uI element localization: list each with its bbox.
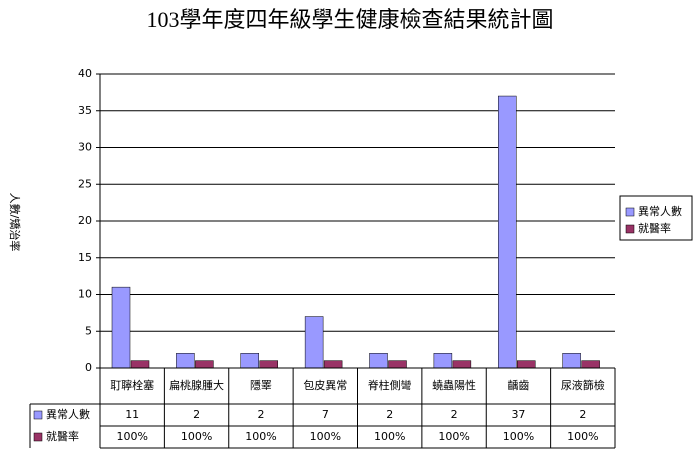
chart-title: 103學年度四年級學生健康檢查結果統計圖 bbox=[146, 7, 553, 32]
x-tick-label: 耵聹栓塞 bbox=[110, 378, 154, 392]
table-cell: 100% bbox=[181, 430, 212, 443]
table-cell: 100% bbox=[310, 430, 341, 443]
y-tick-label: 10 bbox=[78, 288, 92, 301]
bar bbox=[562, 353, 581, 369]
table-cell: 2 bbox=[451, 408, 458, 421]
legend-swatch bbox=[625, 207, 635, 217]
table-cell: 100% bbox=[116, 430, 147, 443]
table-cell: 100% bbox=[503, 430, 534, 443]
x-tick-label: 脊柱側彎 bbox=[368, 378, 412, 392]
bar bbox=[369, 353, 388, 369]
bar bbox=[517, 360, 536, 369]
table-cell: 37 bbox=[511, 408, 525, 421]
bar bbox=[259, 360, 278, 369]
y-tick-label: 40 bbox=[78, 67, 92, 80]
table-cell: 100% bbox=[374, 430, 405, 443]
y-tick-label: 35 bbox=[78, 104, 92, 117]
y-tick-label: 0 bbox=[85, 361, 92, 374]
bar bbox=[130, 360, 150, 369]
bar bbox=[176, 353, 195, 369]
bar bbox=[388, 360, 407, 369]
table-row-header: 就醫率 bbox=[46, 429, 79, 443]
table-cell: 7 bbox=[322, 408, 329, 421]
table-row-header: 異常人數 bbox=[46, 408, 90, 421]
bar bbox=[433, 353, 453, 369]
y-tick-label: 15 bbox=[78, 251, 92, 264]
table-cell: 100% bbox=[245, 430, 276, 443]
x-tick-label: 扁桃腺腫大 bbox=[169, 378, 224, 392]
y-tick-label: 25 bbox=[78, 177, 92, 190]
bar bbox=[111, 286, 131, 369]
bar bbox=[581, 360, 600, 369]
bar bbox=[240, 353, 259, 369]
bar bbox=[323, 360, 343, 369]
bar bbox=[452, 360, 472, 369]
y-tick-label: 20 bbox=[78, 214, 92, 227]
table-cell: 2 bbox=[386, 408, 393, 421]
x-tick-label: 包皮異常 bbox=[303, 379, 347, 392]
table-cell: 2 bbox=[193, 408, 200, 421]
table-legend-swatch bbox=[33, 432, 43, 442]
legend-label: 異常人數 bbox=[638, 205, 682, 218]
y-tick-label: 30 bbox=[78, 141, 92, 154]
legend-swatch bbox=[625, 224, 635, 234]
table-legend-swatch bbox=[33, 410, 43, 420]
bar bbox=[304, 316, 324, 369]
x-tick-label: 隱睪 bbox=[250, 378, 272, 392]
table-cell: 2 bbox=[579, 408, 586, 421]
x-tick-label: 尿液篩檢 bbox=[561, 378, 605, 392]
legend-label: 就醫率 bbox=[638, 221, 671, 235]
x-tick-label: 蟯蟲陽性 bbox=[432, 378, 476, 392]
y-axis-label: 人數/矯治率 bbox=[8, 193, 22, 252]
table-cell: 2 bbox=[257, 408, 264, 421]
bar bbox=[498, 95, 517, 369]
x-tick-label: 齲齒 bbox=[507, 378, 529, 392]
y-tick-label: 5 bbox=[85, 324, 92, 337]
table-cell: 11 bbox=[125, 408, 139, 421]
table-cell: 100% bbox=[567, 430, 598, 443]
table-cell: 100% bbox=[438, 430, 469, 443]
bar bbox=[195, 360, 214, 369]
